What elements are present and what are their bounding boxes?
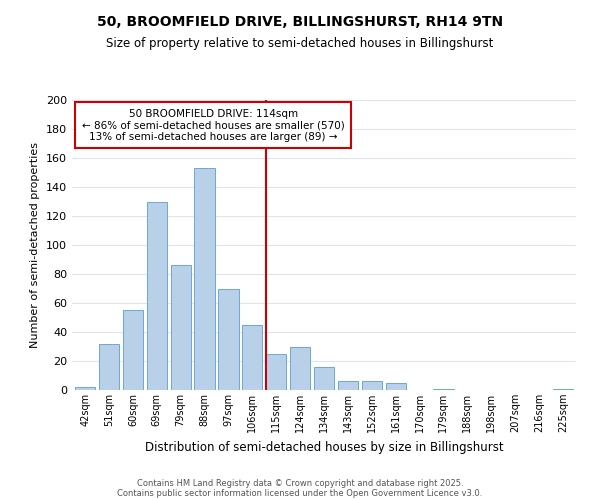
Bar: [218, 288, 239, 390]
Bar: [266, 354, 286, 390]
Text: Contains public sector information licensed under the Open Government Licence v3: Contains public sector information licen…: [118, 488, 482, 498]
Bar: [362, 382, 382, 390]
Bar: [314, 367, 334, 390]
Y-axis label: Number of semi-detached properties: Number of semi-detached properties: [31, 142, 40, 348]
Text: Contains HM Land Registry data © Crown copyright and database right 2025.: Contains HM Land Registry data © Crown c…: [137, 478, 463, 488]
Bar: [386, 383, 406, 390]
Bar: [146, 202, 167, 390]
Text: Size of property relative to semi-detached houses in Billingshurst: Size of property relative to semi-detach…: [106, 38, 494, 51]
Bar: [433, 388, 454, 390]
Bar: [170, 266, 191, 390]
Bar: [242, 325, 262, 390]
Bar: [290, 346, 310, 390]
Text: 50, BROOMFIELD DRIVE, BILLINGSHURST, RH14 9TN: 50, BROOMFIELD DRIVE, BILLINGSHURST, RH1…: [97, 15, 503, 29]
Bar: [194, 168, 215, 390]
Bar: [338, 382, 358, 390]
Text: 50 BROOMFIELD DRIVE: 114sqm
← 86% of semi-detached houses are smaller (570)
13% : 50 BROOMFIELD DRIVE: 114sqm ← 86% of sem…: [82, 108, 344, 142]
Bar: [75, 387, 95, 390]
Bar: [99, 344, 119, 390]
Bar: [553, 388, 573, 390]
Bar: [123, 310, 143, 390]
X-axis label: Distribution of semi-detached houses by size in Billingshurst: Distribution of semi-detached houses by …: [145, 440, 503, 454]
